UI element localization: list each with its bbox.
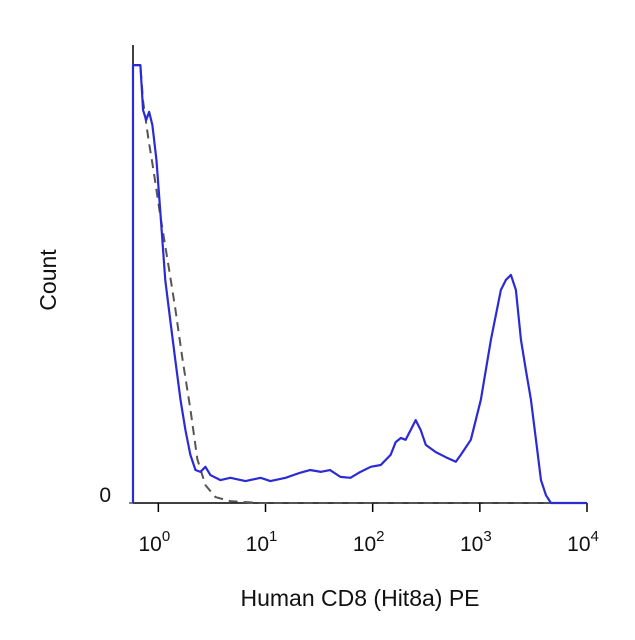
x-tick-base: 10 — [246, 533, 269, 556]
y-axis-title: Count — [35, 249, 61, 311]
x-tick-exponent: 0 — [162, 528, 170, 545]
histogram — [131, 64, 587, 505]
x-tick-label: 100 — [139, 528, 171, 556]
x-tick-base: 10 — [460, 533, 483, 556]
x-tick-exponent: 4 — [591, 528, 599, 545]
x-tick-label: 101 — [246, 528, 278, 556]
x-axis-title: Human CD8 (Hit8a) PE — [240, 585, 479, 611]
x-tick-exponent: 1 — [269, 528, 277, 545]
x-tick-base: 10 — [353, 533, 376, 556]
y-tick-label: 0 — [99, 484, 111, 507]
x-tick-base: 10 — [139, 533, 162, 556]
x-tick-label: 102 — [353, 528, 385, 556]
x-tick-base: 10 — [567, 533, 590, 556]
x-tick-label: 104 — [567, 528, 599, 556]
x-tick-exponent: 2 — [376, 528, 384, 545]
x-tick-exponent: 3 — [483, 528, 491, 545]
control-histogram — [132, 64, 587, 504]
x-tick-label: 103 — [460, 528, 492, 556]
